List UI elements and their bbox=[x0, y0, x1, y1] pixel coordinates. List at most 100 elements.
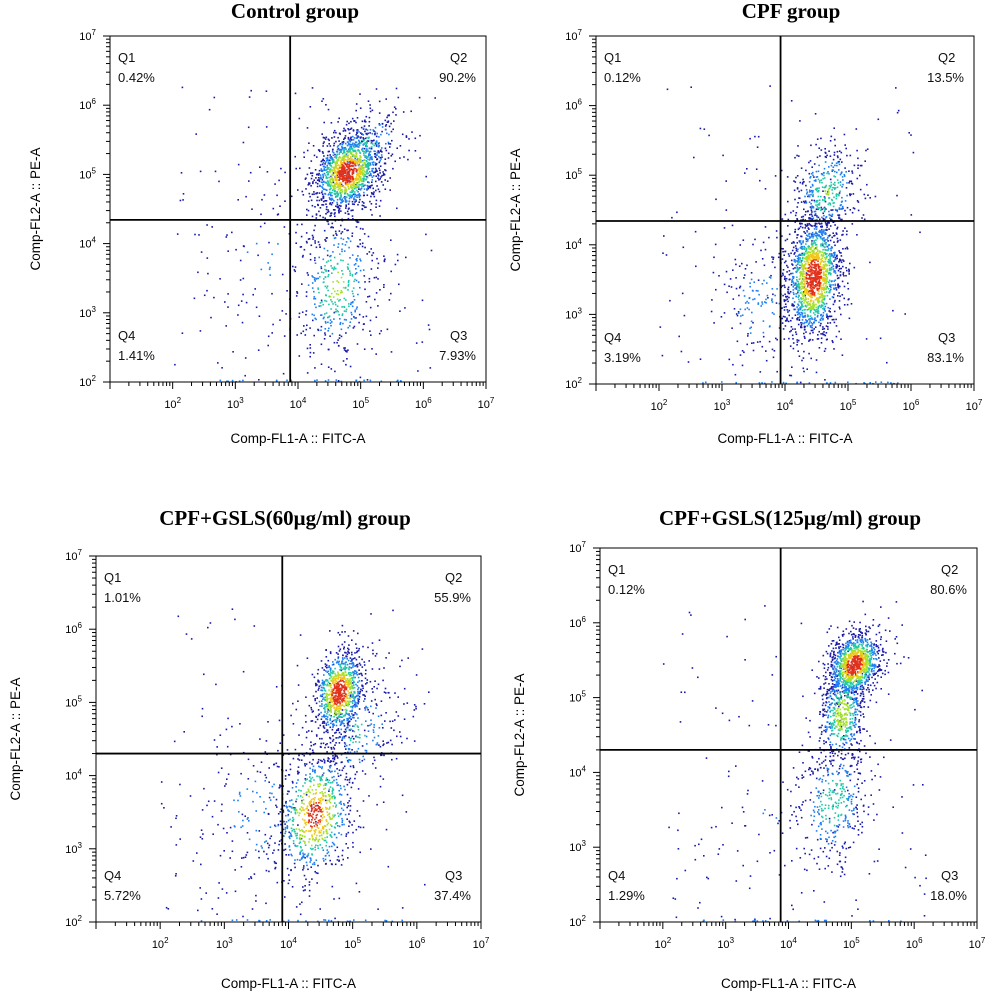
event-dot bbox=[830, 249, 832, 252]
event-dot bbox=[803, 291, 805, 293]
event-dot bbox=[323, 188, 326, 190]
event-dot bbox=[375, 652, 378, 655]
event-dot bbox=[802, 241, 804, 244]
event-dot bbox=[335, 293, 338, 295]
event-dot bbox=[325, 294, 327, 297]
event-dot bbox=[750, 326, 752, 329]
event-dot bbox=[320, 305, 322, 307]
event-dot bbox=[353, 167, 356, 170]
event-dot bbox=[824, 155, 827, 158]
event-dot bbox=[802, 278, 804, 280]
event-dot bbox=[366, 679, 369, 681]
event-dot bbox=[827, 203, 830, 206]
event-dot bbox=[827, 254, 830, 257]
event-dot bbox=[342, 142, 344, 145]
event-dot bbox=[338, 334, 341, 336]
event-dot bbox=[795, 264, 798, 267]
event-dot bbox=[879, 337, 882, 340]
event-dot bbox=[258, 379, 260, 381]
event-dot bbox=[794, 181, 797, 183]
event-dot bbox=[339, 151, 341, 154]
event-dot bbox=[329, 184, 332, 187]
event-dot bbox=[269, 274, 271, 276]
event-dot bbox=[357, 167, 360, 170]
event-dot bbox=[339, 157, 341, 159]
event-dot bbox=[356, 145, 358, 148]
event-dot bbox=[828, 222, 830, 224]
event-dot bbox=[690, 86, 692, 88]
event-dot bbox=[329, 630, 331, 632]
event-dot bbox=[356, 158, 358, 161]
event-dot bbox=[397, 259, 399, 262]
event-dot bbox=[806, 325, 809, 327]
event-dot bbox=[818, 265, 821, 268]
event-dot bbox=[818, 287, 821, 290]
event-dot bbox=[812, 303, 815, 305]
event-dot bbox=[818, 187, 820, 189]
event-dot bbox=[839, 307, 841, 310]
event-dot bbox=[801, 304, 803, 307]
event-dot bbox=[401, 907, 404, 909]
event-dot bbox=[355, 137, 358, 139]
event-dot bbox=[800, 273, 802, 276]
event-dot bbox=[361, 171, 364, 174]
event-dot bbox=[377, 175, 380, 177]
event-dot bbox=[306, 208, 308, 211]
event-dot bbox=[387, 142, 390, 145]
event-dot bbox=[377, 150, 379, 152]
event-dot bbox=[812, 184, 814, 187]
event-dot bbox=[346, 200, 348, 202]
event-dot bbox=[801, 282, 804, 284]
event-dot bbox=[798, 316, 801, 319]
event-dot bbox=[375, 316, 378, 318]
event-dot bbox=[841, 186, 843, 188]
event-dot bbox=[355, 198, 357, 201]
event-dot bbox=[824, 270, 827, 273]
event-dot bbox=[181, 332, 184, 334]
event-dot bbox=[820, 306, 822, 309]
event-dot bbox=[373, 130, 375, 132]
event-dot bbox=[802, 240, 804, 242]
event-dot bbox=[342, 167, 344, 170]
event-dot bbox=[358, 201, 360, 203]
event-dot bbox=[363, 138, 365, 140]
event-dot bbox=[813, 259, 815, 261]
event-dot bbox=[851, 170, 853, 172]
event-dot bbox=[804, 200, 807, 202]
event-dot bbox=[337, 271, 339, 274]
event-dot bbox=[349, 161, 351, 163]
event-dot bbox=[334, 237, 337, 239]
event-dot bbox=[786, 176, 789, 178]
event-dot bbox=[424, 883, 426, 886]
event-dot bbox=[338, 897, 341, 900]
event-dot bbox=[321, 695, 323, 698]
event-dot bbox=[322, 98, 325, 100]
event-dot bbox=[810, 266, 813, 268]
event-dot bbox=[362, 144, 364, 146]
event-dot bbox=[794, 259, 796, 261]
event-dot bbox=[395, 87, 398, 90]
event-dot bbox=[213, 739, 216, 741]
event-dot bbox=[812, 279, 814, 282]
event-dot bbox=[352, 189, 354, 192]
event-dot bbox=[364, 142, 366, 144]
event-dot bbox=[311, 763, 313, 765]
event-dot bbox=[820, 337, 823, 340]
event-dot bbox=[354, 150, 357, 152]
event-dot bbox=[410, 110, 412, 113]
event-dot bbox=[322, 159, 324, 161]
event-dot bbox=[732, 269, 734, 271]
event-dot bbox=[348, 200, 351, 202]
event-dot bbox=[335, 173, 338, 175]
event-dot bbox=[330, 194, 332, 197]
event-dot bbox=[342, 286, 345, 289]
event-dot bbox=[325, 208, 328, 211]
event-dot bbox=[378, 639, 381, 641]
event-dot bbox=[324, 299, 326, 302]
event-dot bbox=[796, 260, 798, 262]
event-dot bbox=[830, 246, 833, 248]
event-dot bbox=[796, 381, 799, 384]
event-dot bbox=[375, 163, 378, 165]
event-dot bbox=[305, 291, 308, 293]
event-dot bbox=[820, 206, 823, 209]
